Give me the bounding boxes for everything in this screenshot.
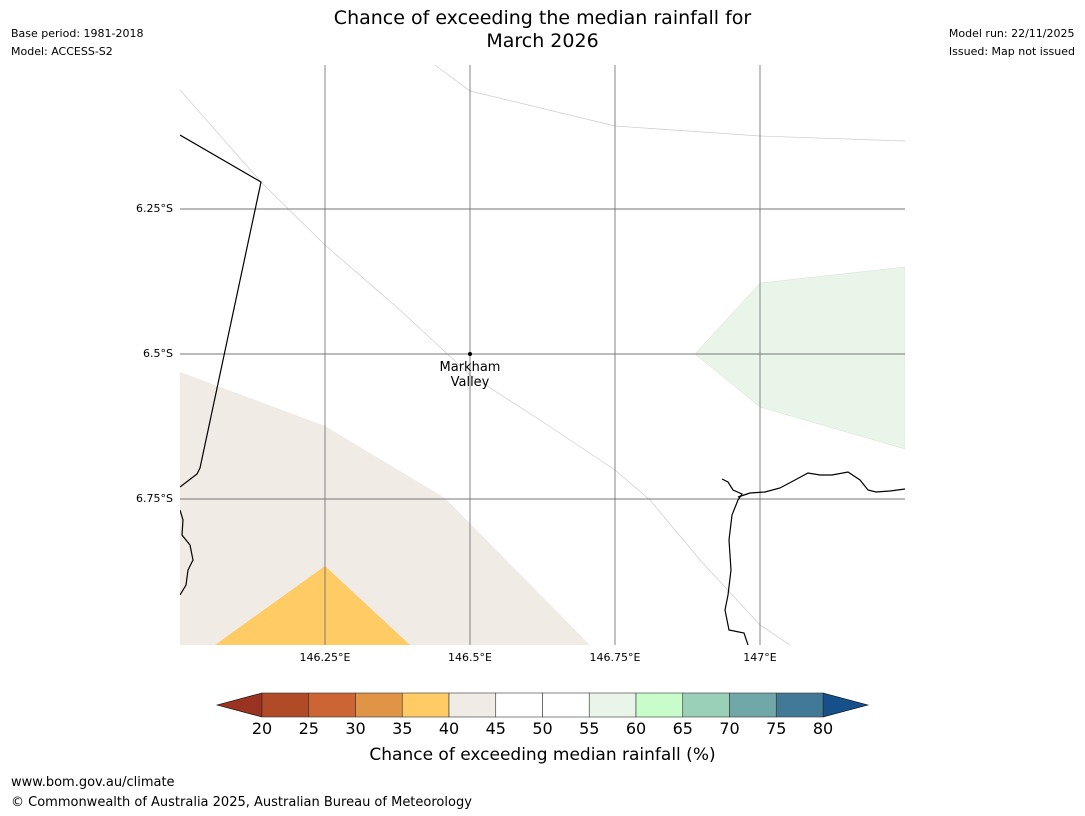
title-line-1: Chance of exceeding the median rainfall … <box>333 7 752 29</box>
meta-left: Base period: 1981-2018 Model: ACCESS-S2 <box>11 25 143 61</box>
lat-label: 6.75°S <box>136 492 173 505</box>
footer-url[interactable]: www.bom.gov.au/climate <box>11 775 175 790</box>
lon-label: 147°E <box>743 651 777 664</box>
title-line-2: March 2026 <box>486 30 599 52</box>
model-run: Model run: 22/11/2025 <box>948 27 1075 40</box>
colorbar-tick-label: 80 <box>812 719 834 738</box>
issued-status: Issued: Map not issued <box>948 45 1075 58</box>
colorbar-tick-label: 50 <box>532 719 553 738</box>
base-period: Base period: 1981-2018 <box>11 27 144 40</box>
colorbar-segment <box>542 692 590 718</box>
place-marker <box>468 352 472 356</box>
graticule <box>180 65 905 645</box>
lon-label: 146.5°E <box>448 651 492 664</box>
colorbar-segment <box>308 692 356 718</box>
lon-label: 146.75°E <box>589 651 641 664</box>
lat-label: 6.5°S <box>143 347 173 360</box>
colorbar-segment <box>261 692 310 718</box>
colorbar-tick-label: 45 <box>485 719 506 738</box>
colorbar-tick-label: 65 <box>672 719 693 738</box>
colorbar-tick-label: 55 <box>579 719 600 738</box>
place-label: Markham Valley <box>420 360 520 390</box>
colorbar-tick-label: 25 <box>298 719 319 738</box>
colorbar-segment <box>448 692 497 718</box>
colorbar-segment <box>401 692 450 718</box>
region-35-40 <box>215 566 410 645</box>
colorbar-tick-label: 75 <box>766 719 787 738</box>
colorbar-tick-label: 60 <box>625 719 647 738</box>
map-title: Chance of exceeding the median rainfall … <box>0 7 1085 53</box>
coastline-right <box>721 478 749 645</box>
coastline-left <box>180 509 194 596</box>
footer-copyright: © Commonwealth of Australia 2025, Austra… <box>11 795 472 810</box>
colorbar-tick-label: 30 <box>345 719 366 738</box>
model-name: Model: ACCESS-S2 <box>11 45 113 58</box>
lat-label: 6.25°S <box>136 202 173 215</box>
colorbar-segment <box>775 692 824 718</box>
colorbar-tick-label: 20 <box>251 719 273 738</box>
colorbar-tick-label: 70 <box>719 719 740 738</box>
colorbar-segment <box>635 692 684 718</box>
colorbar-tick-label: 40 <box>438 719 460 738</box>
colorbar-segment <box>588 692 637 718</box>
lon-label: 146.25°E <box>299 651 351 664</box>
meta-right: Model run: 22/11/2025 Issued: Map not is… <box>949 25 1075 61</box>
place-name-line-1: Markham <box>439 360 501 375</box>
province-boundary <box>180 89 791 645</box>
region-40-45 <box>180 372 590 645</box>
colorbar-segment <box>682 692 730 718</box>
colorbar-label: Chance of exceeding median rainfall (%) <box>369 745 716 765</box>
colorbar-tick-label: 35 <box>392 719 413 738</box>
colorbar-segment <box>495 692 543 718</box>
district-border <box>180 134 262 488</box>
colorbar-segment <box>355 692 403 718</box>
place-name-line-2: Valley <box>450 375 490 390</box>
colorbar-over-arrow <box>822 692 870 718</box>
colorbar-under-arrow <box>215 692 263 718</box>
colorbar-segment <box>729 692 777 718</box>
coastline-right <box>737 471 905 498</box>
region-55-60 <box>694 266 905 450</box>
